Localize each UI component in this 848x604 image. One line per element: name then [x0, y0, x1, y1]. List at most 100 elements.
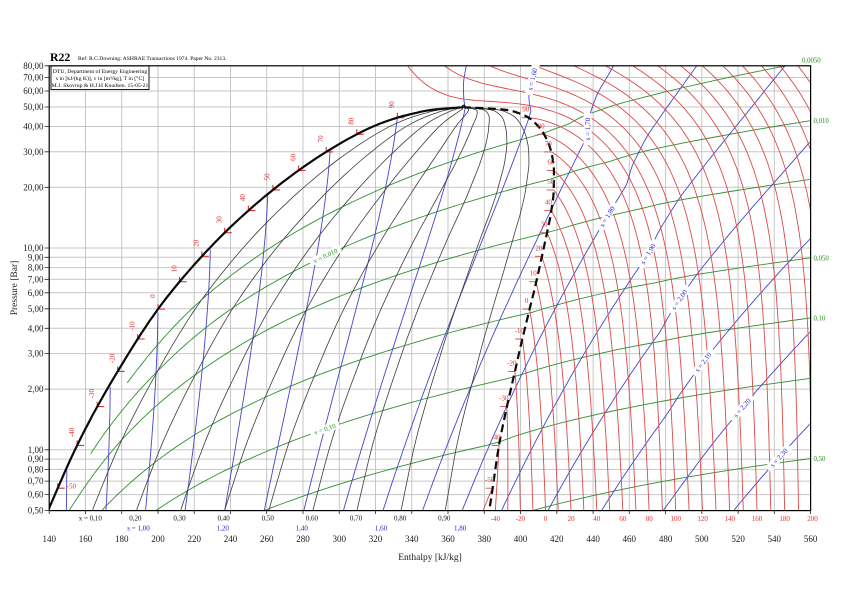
svg-text:160: 160 — [752, 515, 763, 523]
svg-text:140: 140 — [724, 515, 735, 523]
svg-text:6,00: 6,00 — [28, 288, 44, 298]
svg-text:0,50: 0,50 — [262, 515, 275, 523]
svg-text:1,80: 1,80 — [454, 525, 467, 533]
svg-text:0,0050: 0,0050 — [802, 58, 821, 65]
svg-text:440: 440 — [586, 534, 600, 544]
svg-text:-40: -40 — [491, 433, 501, 441]
svg-text:180: 180 — [779, 515, 790, 523]
svg-text:60: 60 — [547, 158, 555, 166]
svg-text:x = 0,10: x = 0,10 — [79, 515, 103, 523]
svg-text:40,00: 40,00 — [23, 122, 44, 132]
svg-text:0,70: 0,70 — [28, 476, 44, 486]
svg-text:0,50: 0,50 — [814, 456, 826, 463]
svg-text:s = 1,70: s = 1,70 — [584, 117, 592, 140]
svg-text:30: 30 — [216, 216, 224, 224]
svg-text:0: 0 — [525, 297, 529, 305]
svg-text:90: 90 — [522, 106, 530, 114]
svg-text:40: 40 — [593, 515, 601, 523]
svg-text:260: 260 — [260, 534, 274, 544]
svg-text:60: 60 — [619, 515, 627, 523]
svg-text:0: 0 — [149, 294, 157, 298]
svg-text:20,00: 20,00 — [23, 182, 44, 192]
svg-text:0,80: 0,80 — [394, 515, 407, 523]
svg-text:80: 80 — [348, 117, 356, 125]
svg-text:9,00: 9,00 — [28, 252, 44, 262]
svg-text:-40: -40 — [491, 515, 501, 523]
svg-text:540: 540 — [768, 534, 782, 544]
svg-text:20: 20 — [535, 244, 543, 252]
svg-text:3,00: 3,00 — [28, 349, 44, 359]
svg-text:-50: -50 — [67, 483, 77, 491]
svg-text:220: 220 — [187, 534, 201, 544]
svg-text:400: 400 — [514, 534, 528, 544]
svg-text:70: 70 — [545, 140, 553, 148]
svg-text:-30: -30 — [88, 388, 96, 398]
svg-text:Enthalpy [kJ/kg]: Enthalpy [kJ/kg] — [398, 553, 462, 563]
svg-text:80: 80 — [538, 122, 546, 130]
svg-text:80,00: 80,00 — [23, 61, 44, 71]
svg-text:-10: -10 — [515, 327, 525, 335]
svg-text:0,60: 0,60 — [306, 515, 319, 523]
svg-text:90: 90 — [388, 101, 396, 109]
svg-text:10,00: 10,00 — [23, 243, 44, 253]
svg-text:380: 380 — [478, 534, 492, 544]
svg-text:50: 50 — [547, 178, 555, 186]
svg-text:420: 420 — [550, 534, 564, 544]
svg-text:0,30: 0,30 — [173, 515, 186, 523]
svg-text:180: 180 — [115, 534, 129, 544]
svg-text:480: 480 — [659, 534, 673, 544]
svg-text:280: 280 — [296, 534, 310, 544]
svg-text:40: 40 — [545, 199, 553, 207]
svg-text:-10: -10 — [129, 321, 137, 331]
svg-text:0,20: 0,20 — [129, 515, 142, 523]
svg-text:0,80: 0,80 — [28, 465, 44, 475]
svg-text:0,60: 0,60 — [28, 490, 44, 500]
svg-text:500: 500 — [695, 534, 709, 544]
svg-text:0,010: 0,010 — [814, 118, 830, 125]
svg-text:30: 30 — [541, 221, 549, 229]
svg-text:300: 300 — [333, 534, 347, 544]
svg-text:200: 200 — [151, 534, 165, 544]
svg-text:50: 50 — [264, 173, 272, 181]
svg-text:R22: R22 — [50, 50, 70, 64]
svg-text:560: 560 — [804, 534, 818, 544]
svg-text:60,00: 60,00 — [23, 86, 44, 96]
svg-text:1,20: 1,20 — [217, 525, 230, 533]
svg-text:160: 160 — [79, 534, 93, 544]
svg-text:520: 520 — [731, 534, 745, 544]
svg-text:1,40: 1,40 — [296, 525, 309, 533]
svg-text:Pressure [Bar]: Pressure [Bar] — [10, 261, 20, 316]
svg-text:80: 80 — [646, 515, 654, 523]
svg-text:200: 200 — [807, 515, 818, 523]
svg-text:4,00: 4,00 — [28, 323, 44, 333]
svg-text:0,70: 0,70 — [350, 515, 363, 523]
svg-text:s = 1,00: s = 1,00 — [127, 525, 150, 533]
svg-text:30,00: 30,00 — [23, 147, 44, 157]
svg-text:1,00: 1,00 — [28, 445, 44, 455]
svg-text:-20: -20 — [109, 353, 117, 363]
svg-text:20: 20 — [193, 239, 201, 247]
svg-text:360: 360 — [441, 534, 455, 544]
svg-text:-40: -40 — [68, 427, 76, 437]
svg-text:40: 40 — [239, 194, 247, 202]
svg-text:0,90: 0,90 — [438, 515, 451, 523]
svg-text:140: 140 — [42, 534, 56, 544]
svg-text:2,00: 2,00 — [28, 384, 44, 394]
svg-text:1,60: 1,60 — [375, 525, 388, 533]
svg-text:10: 10 — [170, 265, 178, 273]
svg-text:-20: -20 — [516, 515, 526, 523]
svg-text:60: 60 — [289, 153, 297, 161]
svg-text:460: 460 — [623, 534, 637, 544]
svg-text:0,50: 0,50 — [28, 506, 44, 516]
svg-text:7,00: 7,00 — [28, 274, 44, 284]
svg-text:-30: -30 — [499, 395, 509, 403]
svg-text:0,050: 0,050 — [814, 255, 830, 262]
svg-text:20: 20 — [568, 515, 576, 523]
svg-text:5,00: 5,00 — [28, 304, 44, 314]
svg-text:0,90: 0,90 — [28, 454, 44, 464]
svg-text:70,00: 70,00 — [23, 73, 44, 83]
svg-text:M.J. Skovrup & H.J.H Knudsen.: M.J. Skovrup & H.J.H Knudsen. 15-05-21 — [52, 83, 149, 89]
svg-text:8,00: 8,00 — [28, 263, 44, 273]
svg-text:240: 240 — [224, 534, 238, 544]
svg-text:-20: -20 — [507, 359, 517, 367]
